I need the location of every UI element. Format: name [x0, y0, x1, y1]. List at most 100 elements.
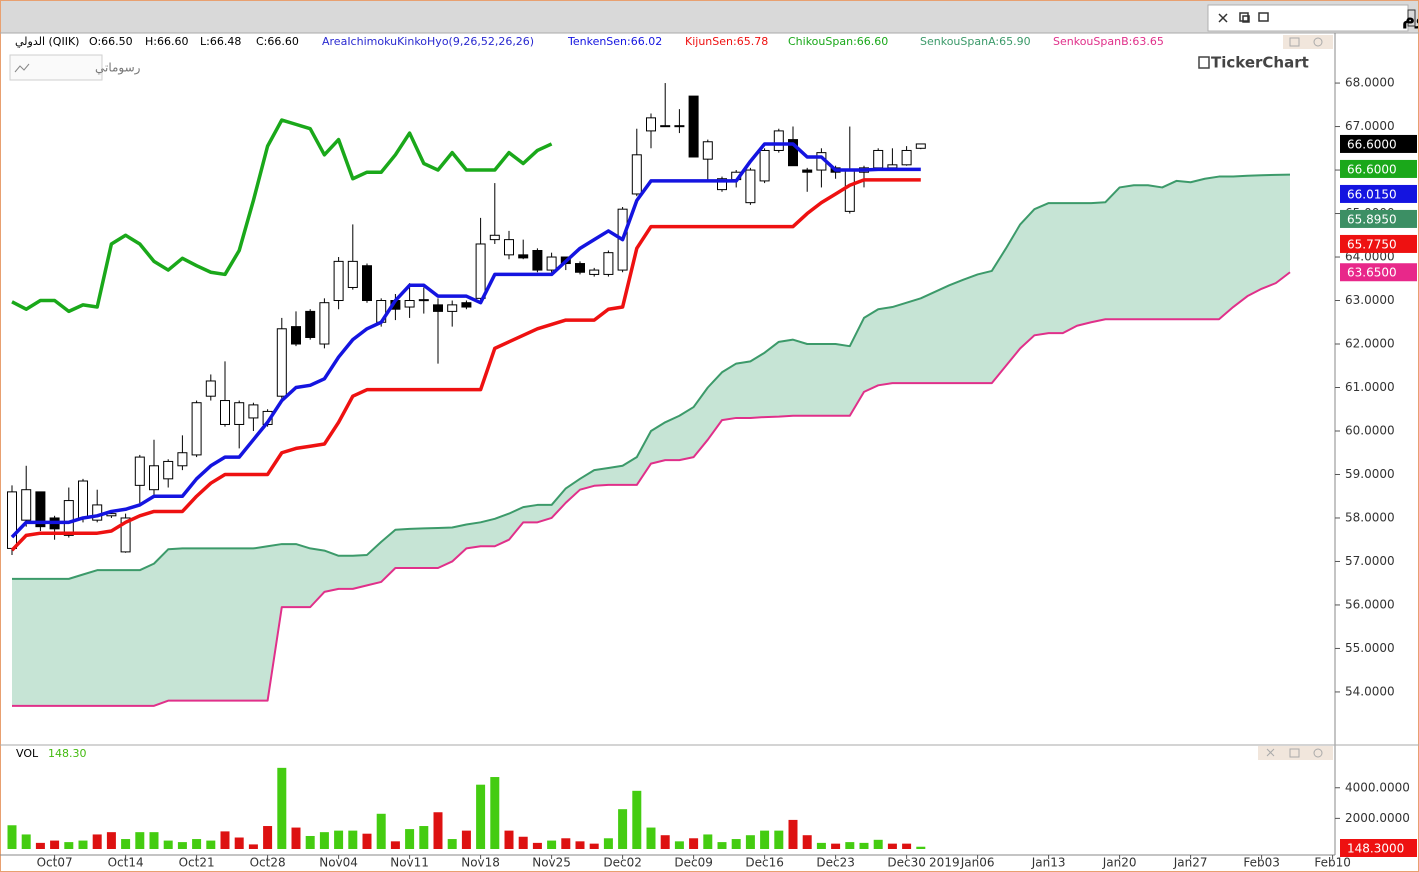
volume-bar	[561, 838, 571, 849]
volume-bar	[887, 843, 897, 849]
value-tag	[1340, 159, 1417, 178]
candle-body	[745, 169, 756, 204]
x-tick-label: Nov11	[390, 856, 429, 870]
volume-bar	[192, 839, 202, 849]
ohlc-high: H:66.60	[145, 35, 188, 48]
volume-bar	[859, 842, 869, 849]
value-tag	[1340, 134, 1417, 153]
volume-bar	[532, 842, 542, 849]
ohlc-close: C:66.60	[256, 35, 299, 48]
title-box	[1207, 4, 1409, 32]
title-bar	[0, 0, 1419, 33]
candle-body	[717, 178, 727, 191]
volume-bar	[575, 841, 585, 849]
volume-bar	[674, 841, 684, 849]
window-controls[interactable]	[1218, 12, 1269, 23]
candle-body	[7, 491, 17, 549]
candle-body	[433, 304, 443, 312]
candle-body	[347, 260, 358, 288]
candle-body	[134, 456, 145, 486]
candle-body	[575, 263, 585, 273]
x-tick-label: Nov04	[319, 856, 358, 870]
candle-body	[887, 164, 898, 169]
candle-body	[475, 243, 486, 299]
y-tick-label: 56.0000	[1345, 597, 1395, 611]
candle-body	[631, 154, 642, 195]
candle-body	[78, 480, 88, 519]
volume-bar	[618, 809, 628, 849]
cloud	[12, 174, 1290, 706]
logo: TickerChart	[1211, 54, 1309, 72]
drawings-button[interactable]	[9, 54, 103, 81]
value-tag-label: 66.6000	[1347, 162, 1397, 176]
volume-bar	[334, 830, 344, 849]
candle-body	[220, 400, 230, 425]
volume-bar	[177, 842, 187, 849]
y-tick-label: 62.0000	[1345, 337, 1395, 351]
panel-settings[interactable]	[1313, 37, 1323, 47]
volume-bar	[263, 826, 273, 849]
candle-body	[646, 117, 656, 132]
candle-body	[21, 489, 32, 521]
candle-body	[177, 452, 188, 467]
volume-bar	[745, 835, 755, 849]
candle-body	[333, 260, 344, 302]
volume-bar	[419, 826, 429, 849]
volume-bar	[234, 837, 244, 849]
candle-body	[149, 465, 159, 491]
volume-bar	[774, 830, 784, 849]
candle-body	[163, 460, 174, 480]
indicator-name: AreaIchimokuKinkoHyo(9,26,52,26,26)	[322, 35, 534, 48]
volume-bar	[816, 842, 826, 849]
volume-value: 148.30	[48, 747, 87, 760]
candle-body	[63, 500, 74, 536]
y-tick-label: 54.0000	[1345, 684, 1395, 698]
x-tick-label: Nov18	[461, 856, 500, 870]
candle-body	[234, 402, 245, 425]
x-tick-label: Jan20	[1102, 856, 1137, 870]
drawings-label: رسوماتي	[95, 61, 141, 76]
x-tick-label: Oct21	[179, 856, 215, 870]
volume-bar	[461, 830, 471, 849]
candle-body	[660, 125, 671, 128]
scroll-icon	[1407, 9, 1416, 27]
volume-bar	[902, 843, 912, 849]
volume-panel-controls[interactable]	[1258, 746, 1333, 760]
volume-bar	[64, 842, 74, 849]
panel-maximize[interactable]	[1289, 37, 1300, 47]
x-tick-label: Oct14	[108, 856, 144, 870]
volume-bar	[476, 784, 486, 849]
volume-bar	[760, 830, 770, 849]
volume-title: VOL	[16, 747, 39, 760]
y-tick-label: 67.0000	[1345, 119, 1395, 133]
drawings-icon	[14, 63, 30, 73]
candle-body	[92, 504, 103, 521]
volume-bar	[504, 830, 514, 849]
volume-bar	[788, 819, 798, 849]
candle-body	[362, 265, 372, 302]
volume-bar	[646, 827, 656, 849]
x-year-label: 2019	[929, 856, 960, 870]
candle-body	[844, 169, 855, 212]
x-tick-label: Feb10	[1314, 856, 1351, 870]
value-tag-label: 63.6500	[1347, 266, 1397, 280]
candle-body	[418, 299, 429, 302]
candle-body	[702, 141, 713, 160]
volume-bar	[916, 846, 926, 849]
candle-body	[901, 149, 912, 166]
value-tag	[1340, 839, 1417, 857]
volume-bar	[291, 827, 301, 849]
x-tick-label: Nov25	[532, 856, 571, 870]
candle-body	[35, 491, 46, 528]
volume-panel-icons[interactable]	[1266, 748, 1323, 758]
value-tag	[1340, 263, 1417, 282]
candle-body	[773, 130, 784, 151]
volume-bar	[518, 836, 528, 849]
volume-bar	[845, 842, 855, 849]
volume-bar	[547, 840, 557, 849]
x-tick-label: Dec23	[816, 856, 855, 870]
y-tick-label: 63.0000	[1345, 293, 1395, 307]
volume-bar	[689, 838, 699, 849]
ohlc-low: L:66.48	[200, 35, 241, 48]
value-tag	[1340, 234, 1417, 253]
